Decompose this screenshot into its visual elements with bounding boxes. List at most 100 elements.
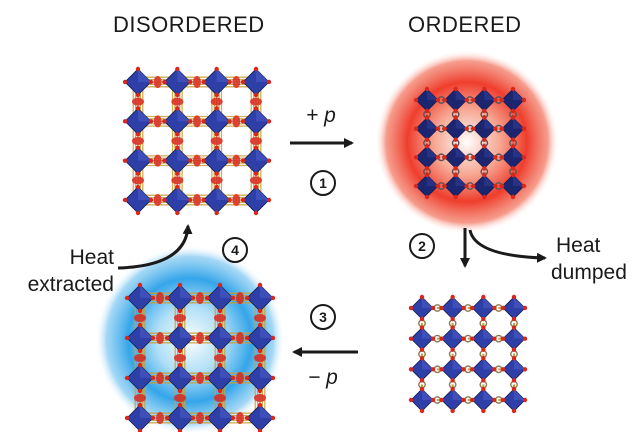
octahedron-facet — [138, 108, 151, 122]
oxygen-atom — [453, 108, 458, 114]
oxygen-atom — [122, 79, 128, 85]
oxygen-atom — [177, 348, 183, 354]
oxygen-atom — [419, 356, 425, 361]
oxygen-atom — [135, 210, 141, 216]
oxygen-cluster — [153, 154, 162, 167]
oxygen-atom — [481, 325, 486, 330]
oxygen-atom — [413, 155, 419, 160]
oxygen-cluster — [156, 372, 164, 384]
oxygen-atom — [482, 137, 487, 142]
oxygen-cluster — [196, 292, 204, 304]
oxygen-atom — [230, 415, 236, 421]
oxygen-atom — [137, 428, 143, 432]
oxygen-atom — [510, 137, 516, 142]
oxygen-atom — [270, 335, 276, 341]
oxygen-atom — [522, 397, 528, 403]
octahedron-facet — [260, 405, 273, 418]
oxygen-atom — [482, 108, 487, 114]
oxygen-atom — [240, 79, 246, 85]
decompress-label: − p — [308, 366, 338, 389]
octahedron-facet — [177, 69, 191, 82]
octahedron-facet — [256, 147, 269, 161]
oxygen-atom — [201, 119, 206, 124]
heat-dumped-arrow — [468, 229, 547, 263]
oxygen-cluster — [214, 354, 226, 362]
oxygen-atom — [135, 132, 141, 137]
oxygen-atom — [522, 367, 528, 372]
oxygen-atom — [510, 108, 516, 114]
oxygen-cluster — [193, 115, 201, 128]
octahedron-facet — [427, 89, 438, 100]
oxygen-atom — [522, 336, 528, 341]
octahedron-facet — [455, 175, 467, 186]
oxygen-atom — [511, 325, 517, 330]
octahedron-facet — [220, 285, 233, 298]
oxygen-atom — [253, 132, 259, 137]
oxygen-cluster — [210, 97, 223, 106]
oxygen-atom — [499, 97, 505, 103]
oxygen-cluster — [174, 314, 186, 322]
oxygen-atom — [482, 194, 487, 200]
oxygen-atom — [521, 155, 527, 160]
oxygen-atom — [124, 335, 130, 341]
octahedron-facet — [514, 389, 525, 400]
oxygen-cluster — [132, 176, 144, 185]
octahedron-facet — [256, 69, 269, 82]
oxygen-atom — [227, 79, 232, 85]
oxygen-atom — [124, 375, 130, 381]
oxygen-cluster — [236, 332, 244, 344]
oxygen-atom — [164, 415, 170, 421]
oxygen-atom — [230, 375, 236, 381]
oxygen-atom — [253, 106, 259, 111]
oxygen-atom — [257, 428, 263, 432]
oxygen-cluster — [156, 412, 164, 424]
oxygen-cluster — [171, 176, 184, 185]
octahedron-facet — [140, 405, 153, 418]
oxygen-atom — [204, 295, 210, 301]
oxygen-atom — [214, 171, 219, 176]
oxygen-atom — [217, 428, 223, 432]
oxygen-atom — [499, 155, 505, 160]
oxygen-atom — [413, 183, 419, 189]
oxygen-atom — [493, 155, 498, 160]
oxygen-atom — [253, 66, 259, 72]
octahedron-facet — [483, 389, 495, 400]
oxygen-cluster — [196, 332, 204, 344]
oxygen-atom — [270, 375, 276, 381]
oxygen-cluster — [171, 97, 184, 106]
oxygen-atom — [148, 158, 154, 163]
oxygen-atom — [150, 335, 156, 341]
octahedron-facet — [177, 108, 191, 122]
oxygen-cluster — [174, 394, 186, 402]
oxygen-atom — [175, 145, 180, 150]
oxygen-atom — [214, 210, 219, 216]
oxygen-atom — [266, 79, 272, 85]
oxygen-atom — [150, 375, 156, 381]
heat-extracted-arrow — [117, 224, 193, 270]
oxygen-cluster — [196, 412, 204, 424]
oxygen-atom — [137, 362, 143, 368]
oxygen-atom — [175, 106, 180, 111]
oxygen-atom — [450, 386, 455, 392]
oxygen-atom — [240, 158, 246, 163]
octahedron-facet — [452, 297, 464, 308]
oxygen-atom — [419, 408, 425, 414]
oxygen-atom — [217, 282, 223, 288]
hot-glow — [375, 50, 559, 234]
oxygen-atom — [435, 126, 441, 131]
oxygen-atom — [461, 305, 466, 311]
oxygen-atom — [430, 397, 436, 403]
title-disordered: DISORDERED — [113, 12, 265, 37]
oxygen-cluster — [254, 314, 266, 322]
oxygen-atom — [424, 194, 430, 200]
oxygen-atom — [164, 295, 170, 301]
oxygen-atom — [511, 378, 517, 383]
oxygen-atom — [510, 144, 516, 149]
octahedron-facet — [452, 389, 464, 400]
octahedron-facet — [422, 389, 433, 400]
oxygen-atom — [482, 144, 487, 149]
oxygen-atom — [175, 132, 180, 137]
oxygen-atom — [419, 294, 425, 300]
oxygen-atom — [148, 119, 154, 124]
oxygen-atom — [244, 335, 250, 341]
